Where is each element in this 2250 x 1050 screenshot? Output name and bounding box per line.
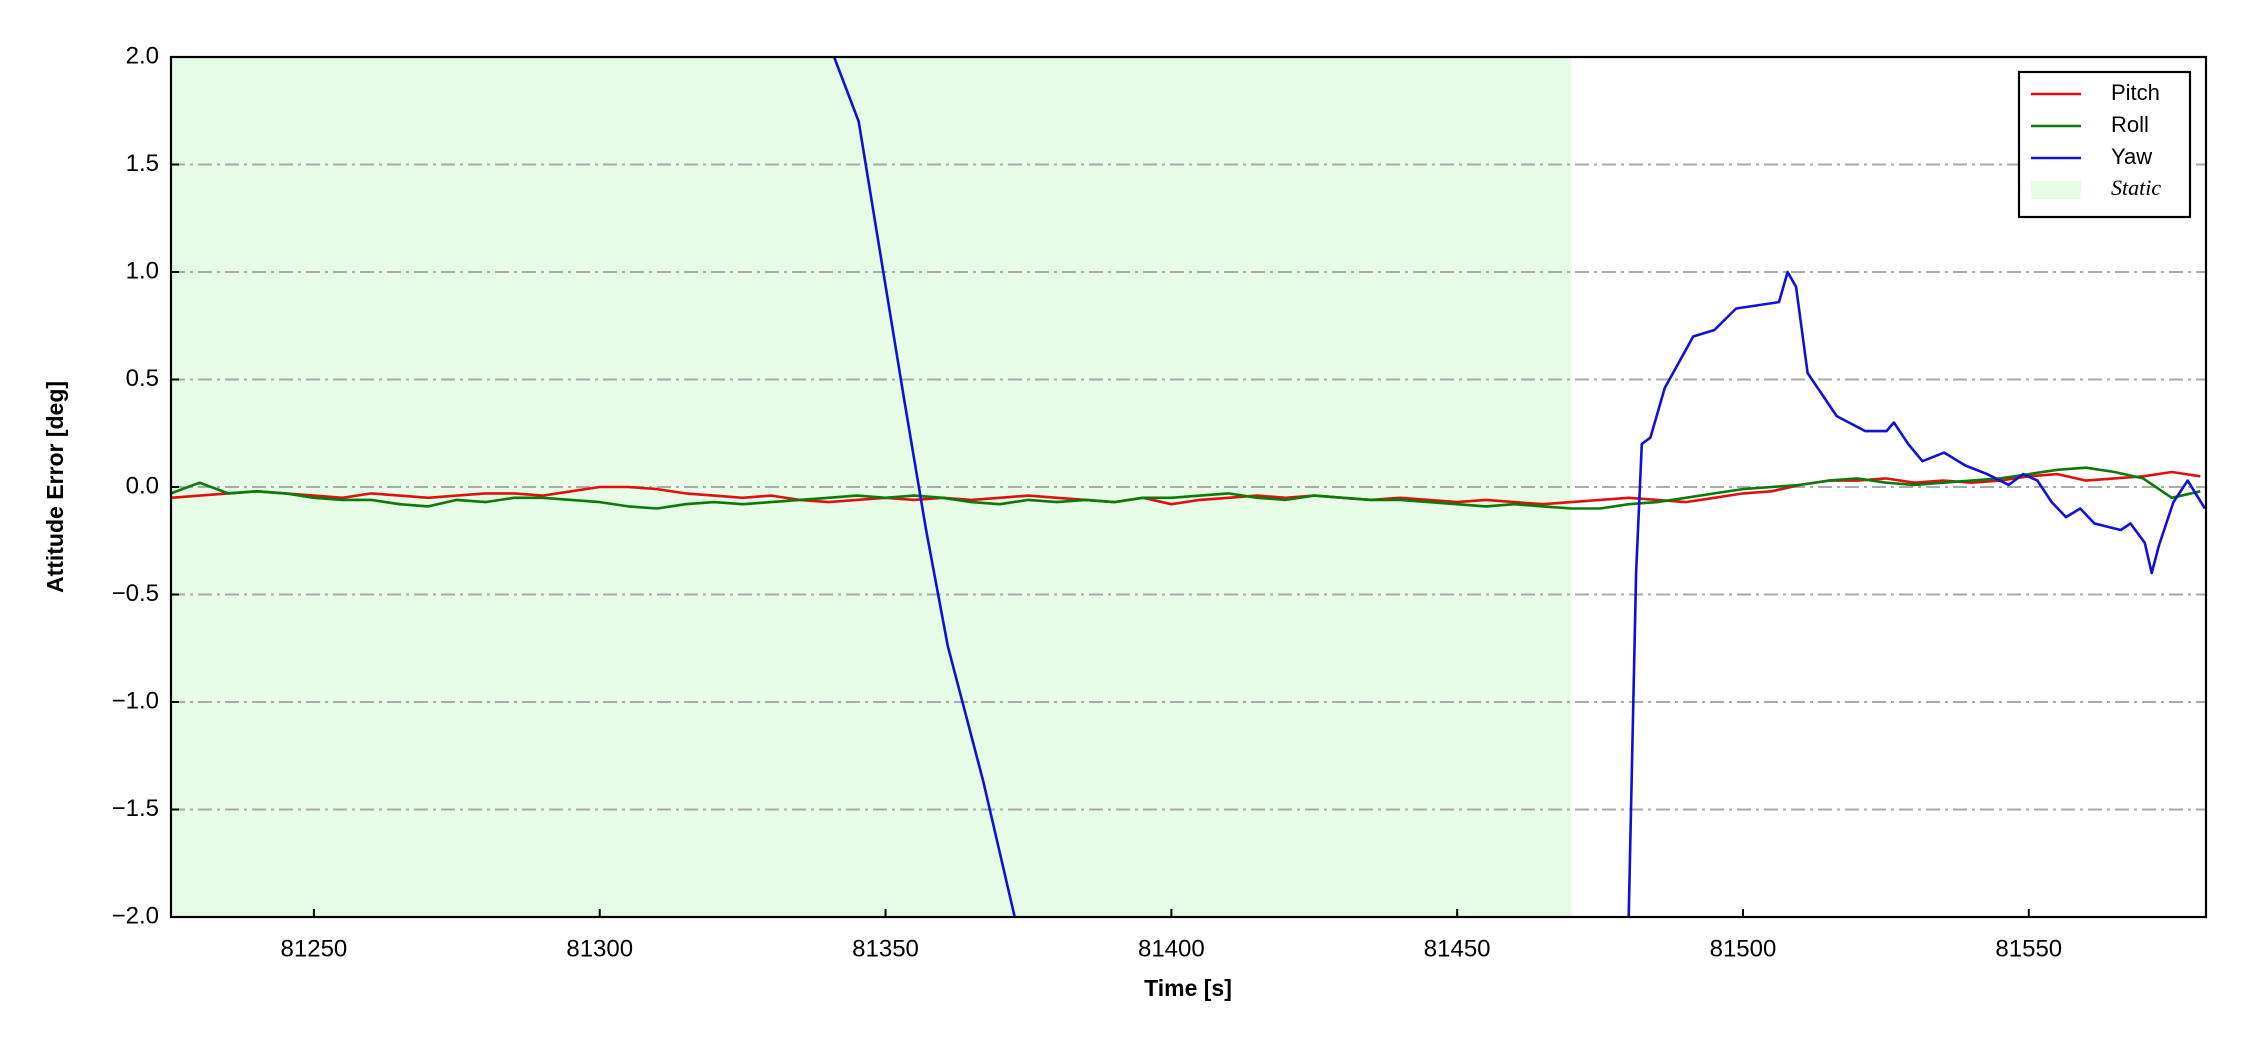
legend-swatch bbox=[2031, 181, 2081, 199]
x-axis-label: Time [s] bbox=[1144, 975, 1232, 1001]
y-tick-label: 0.5 bbox=[126, 365, 159, 392]
y-tick-label: −2.0 bbox=[112, 902, 159, 929]
x-tick-label: 81350 bbox=[852, 935, 919, 962]
y-tick-label: −1.5 bbox=[112, 795, 159, 822]
plot-frame bbox=[169, 55, 2208, 919]
legend-label: Pitch bbox=[2111, 80, 2160, 105]
x-tick-label: 81500 bbox=[1710, 935, 1777, 962]
plot-area bbox=[171, 57, 2206, 917]
series-line bbox=[832, 57, 2206, 917]
legend-label: Roll bbox=[2111, 112, 2149, 137]
x-tick-label: 81300 bbox=[566, 935, 633, 962]
y-tick-label: 1.0 bbox=[126, 257, 159, 284]
series-line bbox=[171, 466, 2201, 510]
legend-label: Static bbox=[2111, 175, 2161, 200]
legend-label: Yaw bbox=[2111, 144, 2152, 169]
y-tick-label: 0.0 bbox=[126, 472, 159, 499]
y-tick-label: 2.0 bbox=[126, 42, 159, 69]
x-tick-label: 81250 bbox=[281, 935, 348, 962]
x-tick-label: 81400 bbox=[1138, 935, 1205, 962]
y-tick-label: −0.5 bbox=[112, 580, 159, 607]
x-tick-label: 81550 bbox=[1995, 935, 2062, 962]
y-tick-label: −1.0 bbox=[112, 687, 159, 714]
x-tick-label: 81450 bbox=[1424, 935, 1491, 962]
y-tick-label: 1.5 bbox=[126, 150, 159, 177]
y-axis-label: Attitude Error [deg] bbox=[42, 381, 68, 593]
